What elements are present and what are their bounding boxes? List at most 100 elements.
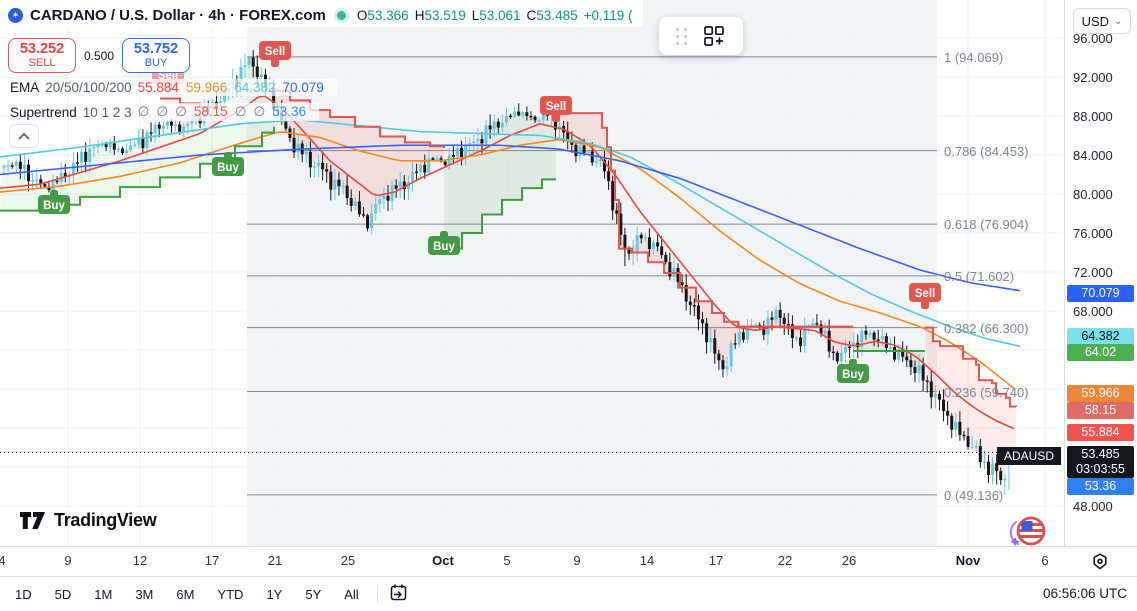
market-status-icon[interactable] xyxy=(336,11,346,20)
ohlc-values: O53.366 H53.519 L53.061 C53.485 +0.119 ( xyxy=(356,8,633,23)
supertrend-line xyxy=(925,326,1017,408)
supertrend-value-3: 58.15 xyxy=(193,104,228,119)
time-tick-Oct: Oct xyxy=(432,553,454,568)
range-button-6M[interactable]: 6M xyxy=(168,583,202,606)
price-label-59.966: 59.966 xyxy=(1067,385,1134,402)
price-tick: 96.000 xyxy=(1073,31,1113,46)
currency-label: USD xyxy=(1081,13,1110,29)
go-to-date-icon[interactable] xyxy=(387,581,410,607)
supertrend-line xyxy=(444,178,556,250)
time-tick-17: 17 xyxy=(204,553,220,568)
price-tick: 92.000 xyxy=(1073,70,1113,85)
symbol-legend[interactable]: ✶ CARDANO / U.S. Dollar · 4h · FOREX.com… xyxy=(0,0,643,27)
price-label-64.02: 64.02 xyxy=(1067,344,1134,361)
chart-plot-area[interactable]: Buy Sell Buy Sell Buy Sell Buy Sell 1 (94.069) 0… xyxy=(0,0,1063,546)
collapse-legend-button[interactable] xyxy=(9,124,39,148)
ema-value-0: 55.884 xyxy=(137,80,179,95)
time-tick-4: 4 xyxy=(0,553,6,568)
supertrend-value-4: ∅ xyxy=(234,104,247,119)
price-label-55.884: 55.884 xyxy=(1067,424,1134,441)
sell-signal-flag[interactable]: Sell xyxy=(259,41,291,67)
time-tick-9: 9 xyxy=(64,553,72,568)
range-button-3M[interactable]: 3M xyxy=(127,583,161,606)
ema-line xyxy=(0,119,1021,348)
ema-value-1: 59.966 xyxy=(185,80,228,95)
sell-price: 53.252 xyxy=(19,41,65,57)
range-button-5Y[interactable]: 5Y xyxy=(297,583,329,606)
symbol-tag: ADAUSD xyxy=(996,447,1061,465)
time-tick-14: 14 xyxy=(639,553,655,568)
bottom-toolbar: 1D 5D 1M 3M 6M YTD 1Y 5Y All 06:56:06 UTC xyxy=(0,576,1137,611)
us-flag-sparkle-icon[interactable] xyxy=(1006,513,1050,551)
buy-signal-flag[interactable]: Buy xyxy=(428,231,460,255)
toolbar-divider xyxy=(376,585,378,603)
time-tick-25: 25 xyxy=(340,553,356,568)
symbol-title[interactable]: CARDANO / U.S. Dollar · 4h · FOREX.com xyxy=(30,7,326,24)
legend-supertrend[interactable]: Supertrend 10 1 2 3 ∅ ∅ ∅ 58.15 ∅ ∅ 53.36 xyxy=(8,103,320,121)
utc-clock[interactable]: 06:56:06 UTC xyxy=(1042,586,1127,601)
price-tick: 80.000 xyxy=(1073,187,1113,202)
supertrend-value-1: ∅ xyxy=(156,104,169,119)
supertrend-value-5: ∅ xyxy=(253,104,266,119)
time-tick-9: 9 xyxy=(573,553,581,568)
svg-text:Sell: Sell xyxy=(265,46,285,58)
price-label-70.079: 70.079 xyxy=(1067,285,1134,302)
axis-settings-gear-icon[interactable] xyxy=(1090,552,1110,572)
range-button-1M[interactable]: 1M xyxy=(86,583,120,606)
price-label-58.15: 58.15 xyxy=(1067,402,1134,419)
price-tick: 48.000 xyxy=(1073,499,1113,514)
spread-value: 0.500 xyxy=(76,46,122,65)
svg-text:Sell: Sell xyxy=(546,101,566,113)
range-button-All[interactable]: All xyxy=(336,583,366,606)
range-button-5D[interactable]: 5D xyxy=(47,583,80,606)
sell-button[interactable]: 53.252 SELL xyxy=(8,38,76,73)
time-tick-21: 21 xyxy=(267,553,283,568)
price-label-53.485: 53.485 03:03:55 xyxy=(1067,446,1134,478)
currency-selector[interactable]: USD ⌄ xyxy=(1073,8,1131,34)
ema-value-3: 70.079 xyxy=(282,80,324,95)
svg-text:Buy: Buy xyxy=(217,162,239,174)
sell-signal-flag[interactable]: Sell xyxy=(909,283,941,309)
ema-line xyxy=(0,94,1015,430)
floating-toolbar[interactable] xyxy=(659,17,743,55)
buy-signal-flag[interactable]: Buy xyxy=(38,190,70,214)
range-button-1D[interactable]: 1D xyxy=(7,583,40,606)
range-button-YTD[interactable]: YTD xyxy=(209,583,251,606)
price-label-64.382: 64.382 xyxy=(1067,328,1134,345)
price-tick: 76.000 xyxy=(1073,226,1113,241)
tradingview-mark-icon xyxy=(20,512,45,529)
range-button-1Y[interactable]: 1Y xyxy=(258,583,290,606)
price-tick: 84.000 xyxy=(1073,148,1113,163)
buy-button[interactable]: 53.752 BUY xyxy=(122,38,190,73)
price-scale[interactable]: 96.000 92.000 88.000 84.000 80.000 76.000 72.0… xyxy=(1064,0,1137,546)
buy-signal-flag[interactable]: Buy xyxy=(212,152,244,176)
tradingview-logo[interactable]: TradingView xyxy=(20,510,157,531)
supertrend-value-6: 53.36 xyxy=(272,104,307,119)
buy-price: 53.752 xyxy=(133,41,179,57)
price-change: +0.119 ( xyxy=(583,8,633,23)
time-tick-17: 17 xyxy=(708,553,724,568)
svg-text:Sell: Sell xyxy=(915,288,935,300)
time-tick-6: 6 xyxy=(1041,553,1049,568)
time-axis[interactable]: 4 9 12 17 21 25 Oct 5 9 14 17 22 26 Nov 6 xyxy=(0,546,1137,576)
multichart-layout-icon[interactable] xyxy=(702,24,726,48)
price-tick: 88.000 xyxy=(1073,109,1113,124)
ema-line xyxy=(0,144,1021,292)
supertrend-line xyxy=(556,112,853,328)
price-tick: 72.000 xyxy=(1073,265,1113,280)
svg-text:Buy: Buy xyxy=(433,241,455,253)
buy-signal-flag[interactable]: Buy xyxy=(837,359,869,383)
time-tick-26: 26 xyxy=(841,553,857,568)
cardano-logo-icon: ✶ xyxy=(8,8,23,23)
time-tick-Nov: Nov xyxy=(955,553,981,568)
svg-text:Buy: Buy xyxy=(842,369,864,381)
legend-ema[interactable]: EMA 20/50/100/200 55.884 59.966 64.382 70.0… xyxy=(8,79,337,96)
time-tick-12: 12 xyxy=(132,553,148,568)
price-label-53.36: 53.36 xyxy=(1067,478,1134,495)
sell-signal-flag[interactable]: Sell xyxy=(540,96,572,122)
drag-handle-icon[interactable] xyxy=(676,27,688,45)
supertrend-value-0: ∅ xyxy=(137,104,150,119)
time-tick-22: 22 xyxy=(777,553,793,568)
